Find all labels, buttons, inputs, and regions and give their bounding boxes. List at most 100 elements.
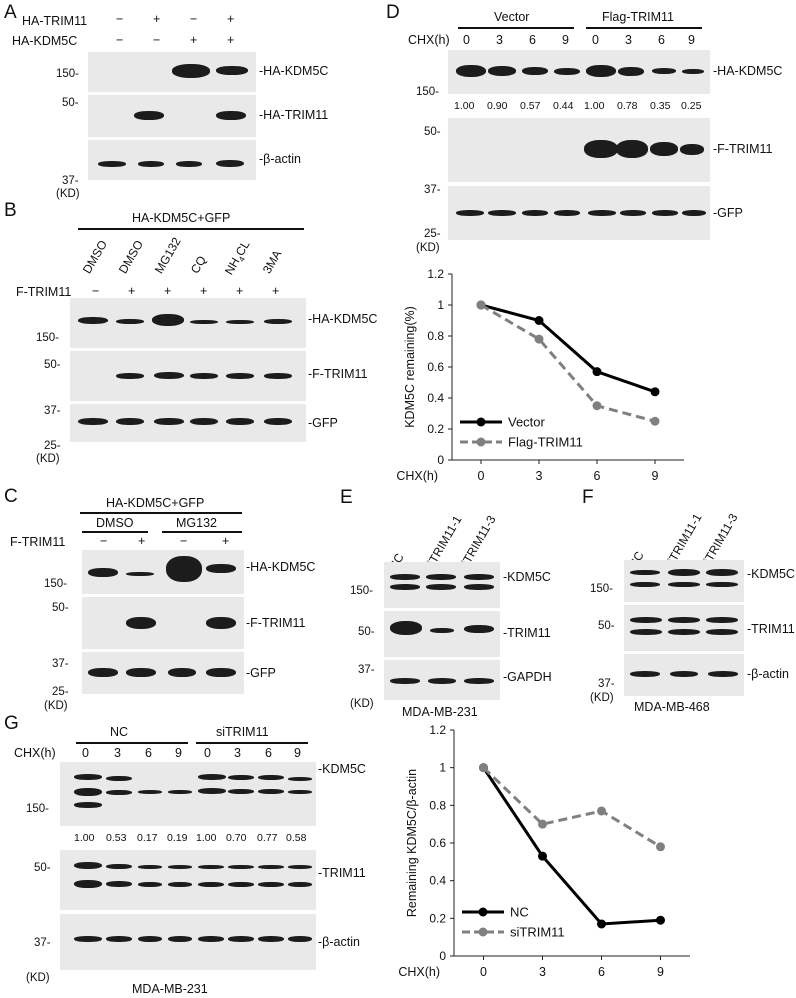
panel-label-f: F [582,487,594,508]
d-time: 6 [529,33,536,47]
b-treatment: NH4CL [221,238,253,278]
c-group-dmso: DMSO [96,516,134,530]
panel-label-e: E [340,487,353,508]
b-mw-25: 25- [44,440,61,452]
d-time: 9 [562,33,569,47]
x-tick-label: 6 [598,965,605,979]
data-point [538,819,547,829]
g-blot-label: -β-actin [318,935,360,949]
f-blot-actin [624,654,744,696]
e-blot-label: -GAPDH [503,670,552,684]
x-tick-label: 9 [652,469,659,483]
g-time: 9 [294,746,301,760]
series-line [482,766,661,926]
a-row-label-ha-trim11: HA-TRIM11 [22,14,88,28]
b-sign: + [272,284,280,298]
c-sign: + [222,534,230,548]
e-blot-kdm5c [384,562,500,608]
f-blot-label: -β-actin [747,667,789,681]
c-mw-25: 25- [52,686,69,698]
g-blot-kdm5c [60,762,316,826]
d-blot-gfp [448,186,710,240]
d-blot-kdm5c [448,50,710,94]
d-quant: 1.00 [584,100,605,112]
d-quant: 0.44 [553,100,574,112]
y-tick-label: 0.4 [427,391,444,405]
a-sign: − [190,12,198,26]
a-mw-37: 37- [62,175,79,187]
c-blot-label: -GFP [246,666,276,680]
d-blot-label: -HA-KDM5C [713,64,783,78]
f-blot-trim11 [624,605,744,651]
panel-label-a: A [4,2,17,23]
d-time: 6 [658,33,665,47]
d-blot-ftrim11 [448,118,710,182]
b-blot-gfp [70,404,306,442]
f-mw-50: 50- [598,620,615,632]
c-kd: (KD) [44,700,68,712]
g-group-sitrim11: siTRIM11 [216,725,269,739]
g-blot-label: -TRIM11 [318,866,366,880]
b-sign: + [128,284,136,298]
legend-label: Vector [508,415,546,430]
c-ftrim-label: F-TRIM11 [10,535,66,549]
e-blot-label: -TRIM11 [503,626,551,640]
d-quant: 0.25 [681,100,702,112]
b-mw-37: 37- [44,405,61,417]
d-blot-label: -F-TRIM11 [713,142,773,156]
c-mw-37: 37- [52,658,69,670]
g-quant: 0.77 [257,832,278,844]
a-sign: − [153,33,161,47]
a-blot-trim11 [88,95,256,137]
b-blot-kdm5c [70,298,306,348]
legend-marker [476,437,486,447]
chart-d: 0 0.2 0.4 0.6 0.8 1 1.2 0 3 6 9 CHX(h) KDM5C remaini… [396,267,684,483]
y-tick-label: 0.4 [429,874,446,888]
d-quant: 0.90 [487,100,508,112]
data-point [650,416,660,426]
g-blot-actin [60,914,316,970]
a-blot-actin [88,140,256,180]
a-blot-label: -β-actin [259,152,301,166]
b-blot-ftrim11 [70,351,306,401]
b-treatment: CQ [187,253,209,276]
data-point [534,334,544,344]
a-mw-150: 150- [56,68,80,80]
y-tick-label: 0.6 [427,360,444,374]
g-time: 9 [175,746,182,760]
d-chx-label: CHX(h) [408,33,450,47]
data-point [650,387,660,397]
b-sign: + [236,284,244,298]
data-point [476,300,486,310]
g-kd: (KD) [26,972,50,984]
g-chx-label: CHX(h) [14,746,56,760]
x-axis-label: CHX(h) [396,469,438,483]
a-blot-kdm5c [88,52,256,92]
y-axis-label: KDM5C remaining(%) [403,306,417,428]
g-time: 0 [82,746,89,760]
d-quant: 0.35 [650,100,671,112]
series-line [480,303,656,423]
f-blot-kdm5c [624,560,744,602]
d-blot-label: -GFP [713,206,743,220]
c-mw-50: 50- [52,602,69,614]
a-sign: + [153,12,161,26]
c-header: HA-KDM5C+GFP [106,496,205,510]
e-blot-label: -KDM5C [503,570,551,584]
data-point [597,919,606,929]
c-sign: − [100,534,108,548]
c-mw-150: 150- [44,578,68,590]
c-blot-ftrim11 [82,597,244,649]
c-blot-kdm5c [82,550,244,594]
legend-label: Flag-TRIM11 [508,435,583,450]
g-quant: 1.00 [196,832,217,844]
g-quant: 0.70 [226,832,247,844]
d-mw-37: 37- [424,184,441,196]
data-point [656,915,665,925]
legend-marker [478,927,488,937]
a-mw-50: 50- [62,97,79,109]
e-mw-50: 50- [358,626,375,638]
y-tick-label: 0.6 [429,836,446,850]
a-row-label-ha-kdm5c: HA-KDM5C [12,34,78,48]
c-blot-gfp [82,652,244,694]
